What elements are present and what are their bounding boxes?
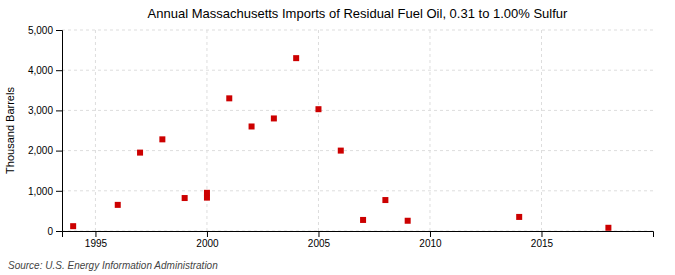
grid-line [541,30,542,231]
tick-label: 2,000 [28,145,53,156]
tick-mark [56,110,62,111]
tick-mark [207,231,208,237]
tick-label: 3,000 [28,105,53,116]
tick-label: 2015 [531,238,554,249]
grid-line [62,70,653,71]
tick-mark [56,191,62,192]
tick-mark [56,30,62,31]
tick: 5,000 [28,25,62,36]
tick: 1,000 [28,186,62,197]
tick: 2,000 [28,145,62,156]
points [70,55,611,231]
tick: 2010 [419,231,442,249]
tick-mark [56,70,62,71]
tick-label: 2005 [308,238,331,249]
point [226,95,232,101]
point [338,148,344,154]
tick-mark [318,231,319,237]
point [204,190,210,196]
tick-label: 1,000 [28,186,53,197]
point [70,223,76,229]
tick-label: 5,000 [28,25,53,36]
point [137,150,143,156]
point [382,197,388,203]
tick: 2005 [308,231,331,249]
tick: 1995 [85,231,108,249]
axis-line [63,232,654,238]
tick: 0 [47,226,62,237]
tick-label: 4,000 [28,65,53,76]
tick: 4,000 [28,65,62,76]
grid-line [62,110,653,111]
point [271,115,277,121]
tick: 2000 [196,231,219,249]
point [159,136,165,142]
chart: 1995 2000 2005 2010 2015 0 1,000 2,000 3,000 4,00… [0,0,675,275]
grid-line [62,190,653,191]
grid-line [206,30,207,231]
tick: 2015 [531,231,554,249]
title: Annual Massachusetts Imports of Residual… [148,6,568,21]
tick-mark [56,151,62,152]
tick: 3,000 [28,105,62,116]
grid-line [318,30,319,231]
tick-label: 2010 [419,238,442,249]
y-axis: 0 1,000 2,000 3,000 4,000 5,000 [28,25,63,237]
point [605,225,611,231]
grid-line [95,30,96,231]
point [405,218,411,224]
grid-line [62,30,653,31]
x-axis: 1995 2000 2005 2010 2015 [63,231,654,249]
tick-label: 1995 [85,238,108,249]
point [516,214,522,220]
grid-line [62,150,653,151]
tick-mark [541,231,542,237]
point [115,202,121,208]
tick-mark [95,231,96,237]
source: Source: U.S. Energy Information Administ… [8,260,218,271]
point [249,123,255,129]
point [293,55,299,61]
point [360,217,366,223]
tick-label: 0 [47,226,53,237]
tick-label: 2000 [196,238,219,249]
plot-area: 1995 2000 2005 2010 2015 0 1,000 2,000 3,000 4,00… [28,25,654,249]
tick-mark [430,231,431,237]
grid-line [429,30,430,231]
tick-mark [56,231,62,232]
grid [62,30,653,231]
point [315,106,321,112]
y-axis-title: Thousand Barrels [4,87,16,174]
axis-line [56,31,63,232]
point [182,195,188,201]
